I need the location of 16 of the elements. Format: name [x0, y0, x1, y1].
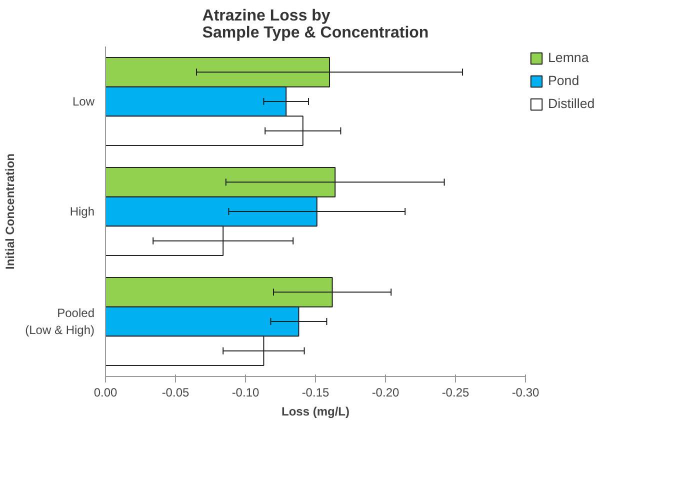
chart-title: Atrazine Loss by Sample Type & Concentration [202, 8, 429, 42]
x-tick-label: 0.00 [94, 386, 118, 400]
legend-label: Lemna [548, 50, 589, 65]
y-tick-label: High [70, 204, 95, 218]
x-tick-label: -0.30 [512, 386, 540, 400]
y-tick-label: Pooled (Low & High) [25, 306, 95, 337]
x-axis-title: Loss (mg/L) [282, 404, 350, 418]
y-tick-label: Low [72, 94, 95, 108]
x-tick-label: -0.25 [442, 386, 470, 400]
y-axis-title: Initial Concentration [3, 153, 18, 270]
x-tick-label: -0.15 [302, 386, 330, 400]
x-tick-label: -0.20 [372, 386, 400, 400]
legend-label: Pond [548, 73, 580, 88]
x-tick-label: -0.05 [162, 386, 190, 400]
legend-label: Distilled [548, 96, 595, 111]
x-tick-label: -0.10 [232, 386, 260, 400]
